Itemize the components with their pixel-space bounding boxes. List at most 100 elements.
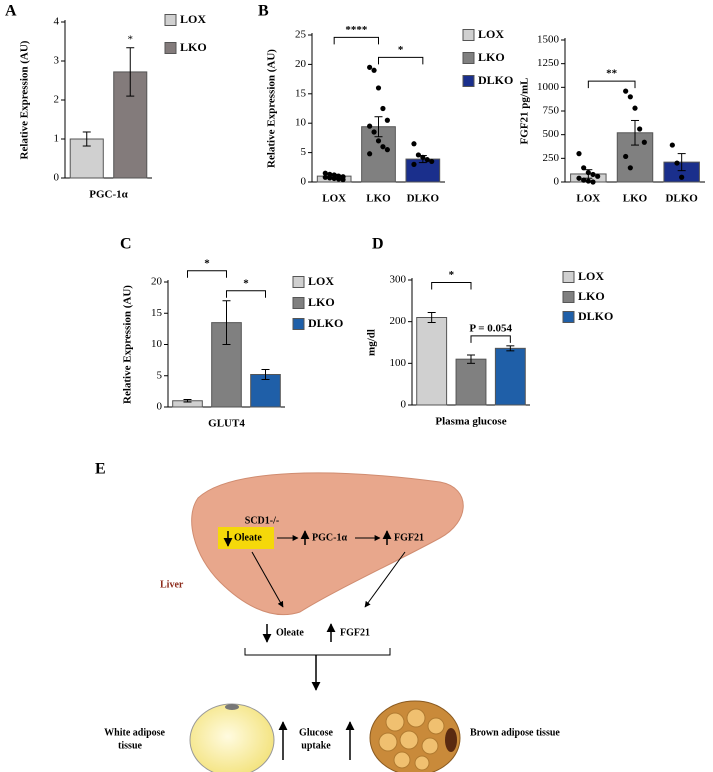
label: Brown adipose tissue xyxy=(470,727,560,738)
data-point xyxy=(371,67,377,73)
data-point xyxy=(669,142,675,148)
y-tick-label: 500 xyxy=(543,128,560,140)
significance: * xyxy=(128,33,134,45)
x-tick-label: LKO xyxy=(366,193,391,205)
error-bar xyxy=(183,399,192,403)
y-tick-label: 0 xyxy=(301,176,307,188)
nucleus xyxy=(225,704,239,710)
legend-label: DLKO xyxy=(578,309,613,323)
legend-label: LOX xyxy=(308,274,334,288)
y-axis-label: mg/dl xyxy=(366,329,378,356)
y-axis-label: FGF21 pg/mL xyxy=(519,78,531,145)
y-tick-label: 0 xyxy=(401,399,407,411)
y-tick-label: 15 xyxy=(151,307,163,319)
data-point xyxy=(327,175,333,181)
y-tick-label: 5 xyxy=(157,369,163,381)
label: FGF21 xyxy=(340,627,370,638)
y-tick-label: 250 xyxy=(543,152,560,164)
legend-label: LKO xyxy=(478,50,505,64)
data-point xyxy=(581,165,587,171)
arrow xyxy=(251,551,284,608)
data-point xyxy=(367,64,373,70)
white-adipocyte xyxy=(189,703,275,772)
x-tick-label: LOX xyxy=(322,193,346,205)
data-point xyxy=(581,177,587,183)
x-tick-label: DLKO xyxy=(665,193,698,205)
y-tick-label: 1000 xyxy=(537,81,560,93)
significance: * xyxy=(243,277,249,289)
y-tick-label: 2 xyxy=(54,94,60,106)
data-point xyxy=(585,178,591,184)
data-point xyxy=(429,158,435,165)
x-tick-label: PGC-1α xyxy=(89,189,128,201)
data-point xyxy=(371,129,377,135)
y-tick-label: 4 xyxy=(54,16,60,28)
y-axis-label: Relative Expression (AU) xyxy=(266,49,278,168)
data-point xyxy=(331,175,337,182)
significance-bracket xyxy=(378,56,424,65)
error-bar xyxy=(677,153,686,172)
x-tick-label: LOX xyxy=(576,193,600,205)
error-bar xyxy=(261,369,270,380)
data-point xyxy=(627,94,633,100)
data-point xyxy=(375,138,382,144)
data-point xyxy=(637,126,643,132)
y-tick-label: 20 xyxy=(295,58,307,70)
y-tick-label: 0 xyxy=(54,172,60,184)
y-tick-label: 3 xyxy=(54,55,60,67)
significance-bracket xyxy=(333,36,379,45)
data-point xyxy=(576,175,582,181)
bar xyxy=(494,347,526,406)
panel-letter: D xyxy=(372,236,384,253)
bar xyxy=(455,358,487,406)
data-point xyxy=(585,169,591,176)
label: Glucose xyxy=(299,727,333,738)
y-tick-label: 0 xyxy=(157,401,163,413)
significance: * xyxy=(449,269,455,281)
data-point xyxy=(632,105,638,111)
error-bar xyxy=(82,131,91,147)
x-tick-label: Plasma glucose xyxy=(435,416,506,428)
y-axis-label: Relative Expression (AU) xyxy=(19,40,31,159)
data-point xyxy=(590,179,596,185)
legend-label: LOX xyxy=(180,12,206,26)
bracket xyxy=(244,648,391,656)
y-tick-label: 5 xyxy=(301,146,307,158)
data-point xyxy=(415,152,421,158)
legend-label: LOX xyxy=(478,27,504,41)
arrow xyxy=(364,551,406,608)
label: tissue xyxy=(118,740,142,751)
data-point xyxy=(674,160,680,166)
data-point xyxy=(641,139,647,145)
panel-letter: B xyxy=(258,3,269,20)
data-point xyxy=(380,105,386,112)
y-tick-label: 1500 xyxy=(537,34,560,46)
x-tick-label: DLKO xyxy=(407,193,440,205)
data-point xyxy=(336,176,342,182)
panel-letter: A xyxy=(5,3,17,20)
legend-swatch xyxy=(462,29,475,41)
legend-label: LKO xyxy=(578,289,605,303)
error-bar xyxy=(126,47,135,97)
data-point xyxy=(340,177,346,183)
y-tick-label: 300 xyxy=(390,274,407,286)
liver xyxy=(191,472,464,616)
data-point xyxy=(679,174,685,180)
data-point xyxy=(322,174,328,180)
significance: ** xyxy=(606,68,618,80)
legend-swatch xyxy=(292,297,305,309)
label: PGC-1α xyxy=(312,532,347,543)
legend-swatch xyxy=(164,14,177,26)
bar xyxy=(416,317,448,406)
panel-letter: E xyxy=(95,461,106,478)
legend-swatch xyxy=(562,291,575,303)
y-tick-label: 1 xyxy=(54,133,60,145)
significance: **** xyxy=(345,24,368,36)
error-bar xyxy=(631,119,639,146)
data-point xyxy=(420,154,426,160)
significance: * xyxy=(204,257,210,269)
data-point xyxy=(576,151,582,157)
data-point xyxy=(322,170,328,176)
label: SCD1-/- xyxy=(245,515,279,526)
legend-label: LKO xyxy=(308,295,335,309)
